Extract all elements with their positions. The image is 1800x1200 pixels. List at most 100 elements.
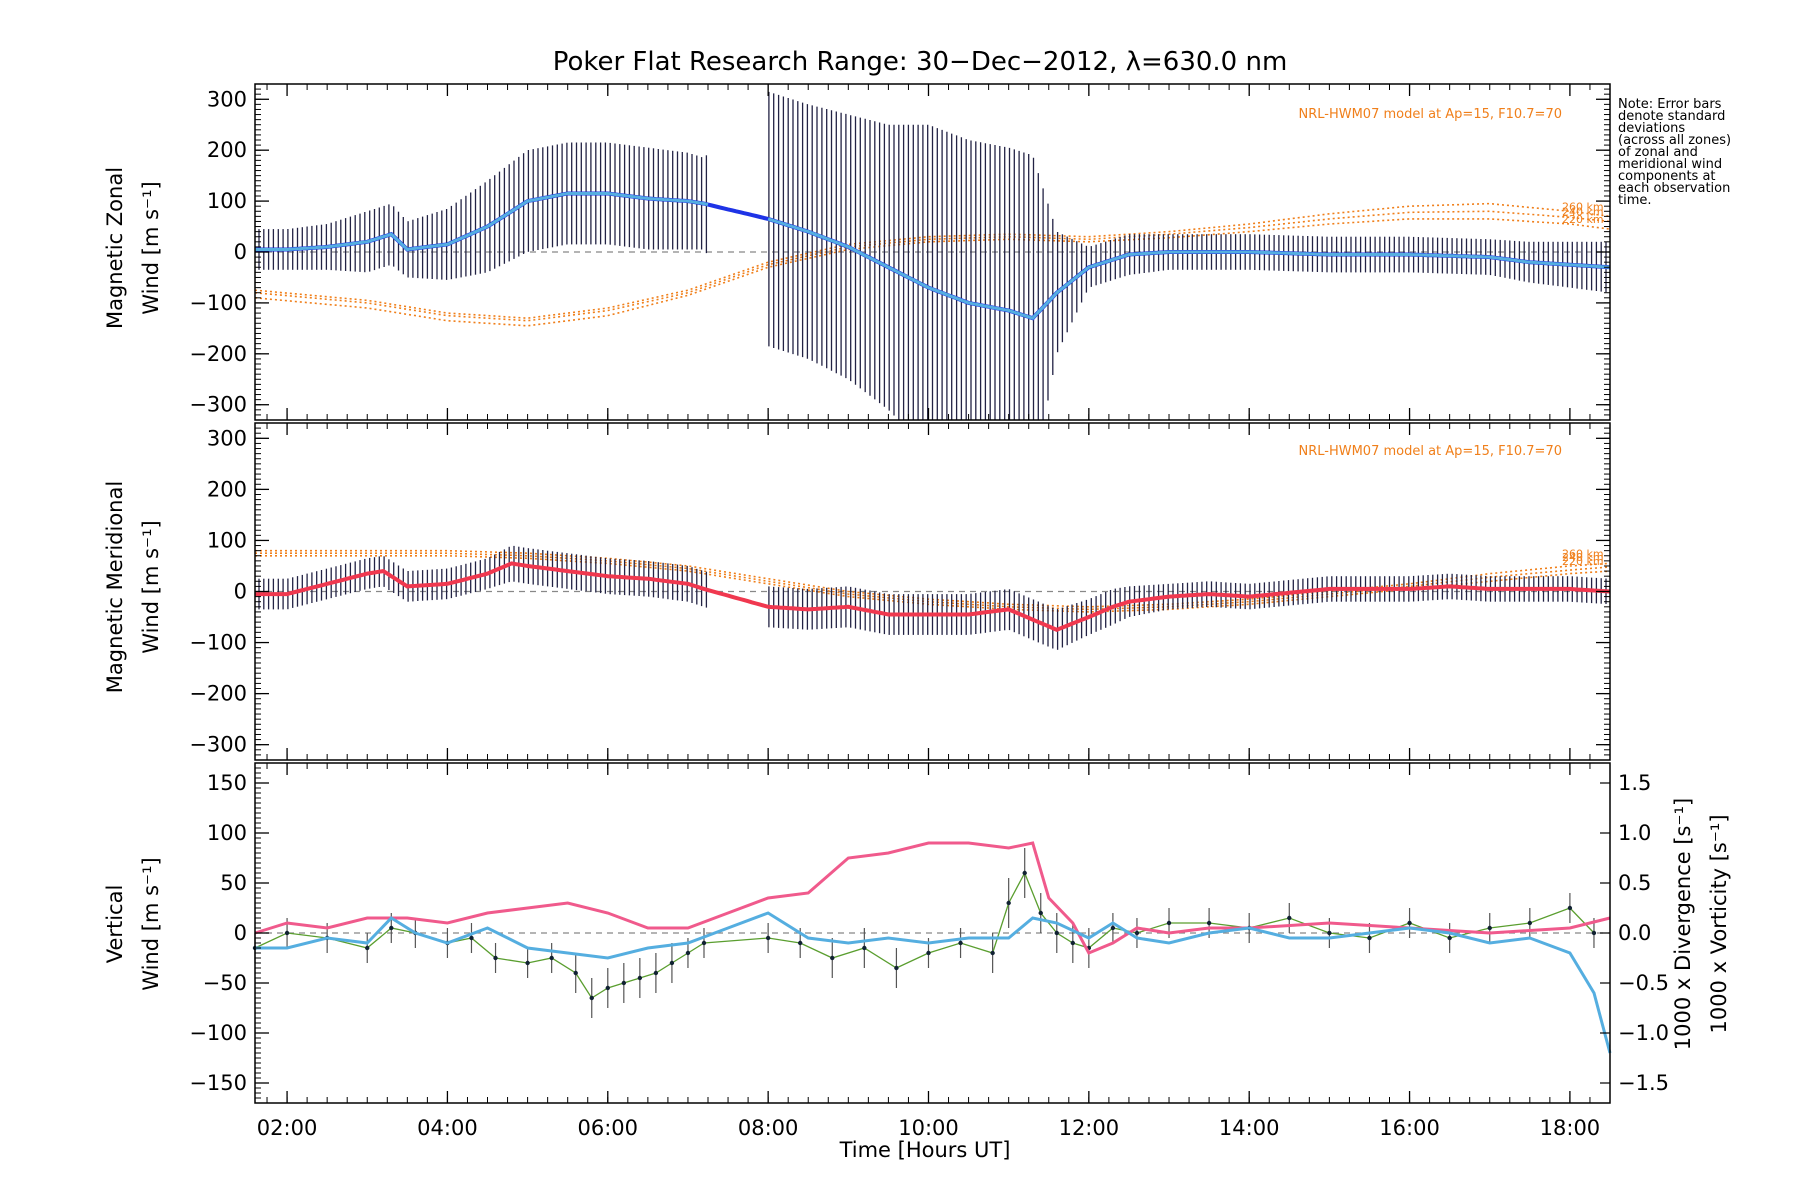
y-tick-label: 0 [234,580,247,604]
y2-tick-label: 1.5 [1618,771,1651,795]
y2-tick-label: 0.0 [1618,921,1651,945]
x-tick-label: 16:00 [1379,1116,1440,1140]
divergence-line [255,911,1612,1054]
vertical-wind-point [653,970,659,976]
vertical-wind-point [1407,920,1412,926]
y-tick-label: 200 [207,138,247,162]
y-tick-label: −100 [189,631,247,655]
x-tick-label: 04:00 [417,1116,478,1140]
vertical-wind-point [830,955,835,961]
error-bar-note: Note: Error bars denote standard deviati… [1618,97,1731,208]
wind-line [255,561,1611,632]
meridional-ylabel-line1: Magnetic Meridional [103,481,127,693]
vorticity-ylabel: 1000 x Vorticity [s⁻¹] [1707,814,1731,1033]
vertical-wind-line [254,871,1595,999]
model-altitude-label: 220 km [1562,555,1604,568]
vertical-wind-point [573,970,578,976]
vertical-wind-point [1527,920,1533,926]
vertical-wind-point [1206,920,1212,926]
zonal-model-label: NRL-HWM07 model at Ap=15, F10.7=70 [1299,107,1563,122]
vertical-wind-point [493,955,498,961]
y-tick-label: 300 [207,426,247,450]
vertical-wind-point [1287,915,1292,921]
vertical-wind-point [525,960,530,966]
vertical-wind-point [284,930,290,936]
vertical-wind-point [1070,940,1076,946]
y-tick-label: −150 [189,1071,247,1095]
model-altitude-label: 240 km [1562,206,1604,219]
model-altitude-label: 240 km [1562,551,1604,564]
vertical-ylabel-line2: Wind [m s⁻¹] [139,857,163,990]
x-tick-label: 06:00 [578,1116,639,1140]
note-line: denote standard [1618,109,1725,124]
x-tick-label: 10:00 [898,1116,959,1140]
y-tick-label: −100 [189,291,247,315]
vertical-wind-point [621,980,627,986]
model-curve [254,218,1611,327]
vertical-wind-point [862,945,867,951]
wind-smoothed-line [255,192,709,252]
y-tick-label: 150 [207,771,247,795]
model-curve [254,210,1611,322]
vorticity-line [254,841,1611,955]
wind-smoothed-line [767,217,1611,320]
y-tick-label: −200 [189,342,247,366]
y-tick-label: 50 [220,871,247,895]
vertical-wind-point [701,940,707,946]
vertical-wind-point [549,955,554,961]
y-tick-label: −300 [189,393,247,417]
y-tick-label: 0 [234,240,247,264]
vertical-wind-panel: 1.5 1.0 0.5 0.0 −0.5 −1.0 −1.5 150 100 50 0 −50 −100… [103,762,1731,1162]
note-line: Note: Error bars [1618,97,1722,112]
vertical-wind-point [1567,905,1573,911]
model-altitude-label: 260 km [1562,547,1604,560]
vertical-wind-point [365,945,370,951]
vertical-wind-point [926,950,931,956]
vertical-wind-point [1166,920,1172,926]
x-tick-label: 12:00 [1059,1116,1120,1140]
vertical-wind-point [1038,910,1043,916]
vertical-wind-point [389,925,394,931]
y2-tick-label: −1.0 [1618,1021,1669,1045]
vertical-wind-point [669,960,675,966]
divergence-ylabel: 1000 x Divergence [s⁻¹] [1671,798,1695,1050]
y-tick-label: −300 [189,733,247,757]
note-line: deviations [1618,121,1685,136]
note-line: each observation [1618,181,1730,196]
note-line: time. [1618,193,1652,208]
model-altitude-label: 220 km [1562,213,1604,226]
y-tick-label: 300 [207,87,247,111]
vertical-wind-point [605,985,610,991]
y-tick-label: −100 [189,1021,247,1045]
zonal-ylabel-line2: Wind [m s⁻¹] [139,181,163,314]
vertical-plot-layer: 1.5 1.0 0.5 0.0 −0.5 −1.0 −1.5 150 100 50 0 −50 −100… [189,762,1669,1140]
note-line: (across all zones) [1618,133,1731,148]
chart-title: Poker Flat Research Range: 30−Dec−2012, … [553,47,1288,77]
y2-tick-label: −0.5 [1618,971,1669,995]
vertical-wind-point [1110,925,1116,931]
y-tick-label: −200 [189,682,247,706]
note-line: of zonal and [1618,145,1698,160]
y2-tick-label: 1.0 [1618,821,1651,845]
y-tick-label: 100 [207,821,247,845]
x-tick-label: 08:00 [738,1116,799,1140]
note-line: meridional wind [1618,157,1722,172]
zonal-ylabel-line1: Magnetic Zonal [103,167,127,329]
vertical-wind-point [469,935,474,941]
vertical-wind-point [637,975,643,981]
y-tick-label: 100 [207,528,247,552]
vertical-wind-point [1367,935,1372,941]
vertical-wind-point [990,950,995,956]
model-altitude-label: 260 km [1562,200,1604,213]
vertical-wind-point [1022,870,1027,876]
x-tick-label: 14:00 [1219,1116,1280,1140]
vertical-wind-point [798,940,803,946]
vertical-wind-point [894,965,899,971]
y-tick-label: 100 [207,189,247,213]
